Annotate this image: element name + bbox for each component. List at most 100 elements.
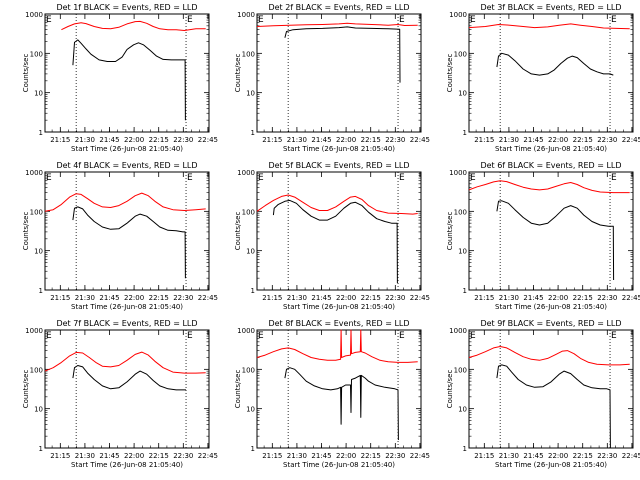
panel-6: Det 6f BLACK = Events, RED = LLD 1 10 100 10… — [446, 161, 640, 311]
e-marker-label: E — [611, 173, 617, 183]
e-marker-label: E — [258, 331, 264, 341]
x-tick-label: 21:45 — [311, 136, 331, 144]
x-tick-label: 22:45 — [410, 452, 430, 460]
e-marker-label: E — [258, 173, 264, 183]
y-tick-label: 100 — [30, 208, 43, 216]
y-tick-label: 10 — [458, 248, 467, 256]
y-tick-label: 100 — [454, 50, 467, 58]
y-tick-label: 1000 — [25, 11, 43, 19]
y-tick-label: 10 — [246, 90, 255, 98]
y-axis-label: Counts/sec — [446, 54, 454, 93]
series-line-events — [284, 367, 399, 441]
y-tick-label: 1 — [463, 129, 467, 137]
y-axis-label: Counts/sec — [234, 54, 242, 93]
x-tick-label: 22:15 — [573, 452, 593, 460]
x-tick-label: 21:45 — [523, 294, 543, 302]
y-tick-label: 10 — [34, 406, 43, 414]
x-tick-label: 21:15 — [50, 136, 70, 144]
y-tick-label: 1 — [251, 445, 255, 453]
x-tick-label: 21:45 — [99, 452, 119, 460]
x-tick-label: 22:15 — [361, 294, 381, 302]
e-marker-label: E — [187, 173, 193, 183]
panel-4: Det 4f BLACK = Events, RED = LLD 1 10 100 10… — [22, 161, 218, 311]
series-line-lld — [44, 351, 206, 374]
y-tick-label: 10 — [34, 248, 43, 256]
e-marker-label: E — [258, 15, 264, 25]
y-tick-label: 100 — [30, 366, 43, 374]
x-tick-label: 21:45 — [523, 136, 543, 144]
x-tick-label: 21:30 — [499, 452, 519, 460]
e-marker-label: E — [399, 331, 405, 341]
x-tick-label: 22:45 — [410, 136, 430, 144]
series-line-events — [284, 26, 401, 83]
e-marker-label: E — [399, 173, 405, 183]
panel-title: Det 8f BLACK = Events, RED = LLD — [268, 319, 409, 328]
y-tick-label: 100 — [454, 208, 467, 216]
y-tick-label: 1000 — [237, 327, 255, 335]
x-tick-label: 22:00 — [124, 136, 144, 144]
x-tick-label: 21:30 — [499, 294, 519, 302]
y-axis-label: Counts/sec — [234, 212, 242, 251]
panel-title: Det 5f BLACK = Events, RED = LLD — [268, 161, 409, 170]
y-tick-label: 100 — [242, 208, 255, 216]
panel-9: Det 9f BLACK = Events, RED = LLD 1 10 100 10… — [446, 319, 640, 469]
y-tick-label: 1000 — [25, 327, 43, 335]
series-line-events — [496, 364, 611, 449]
x-tick-label: 22:30 — [597, 294, 617, 302]
x-tick-label: 22:00 — [336, 294, 356, 302]
x-tick-label: 22:00 — [336, 136, 356, 144]
series-line-events — [72, 39, 186, 121]
e-marker-label: E — [46, 15, 52, 25]
panel-title: Det 9f BLACK = Events, RED = LLD — [480, 319, 621, 328]
plot-frame — [44, 13, 210, 133]
x-tick-label: 21:15 — [50, 452, 70, 460]
series-line-lld — [468, 180, 630, 194]
y-tick-label: 10 — [458, 406, 467, 414]
x-tick-label: 21:30 — [287, 294, 307, 302]
x-tick-label: 22:15 — [573, 294, 593, 302]
e-marker-label: E — [46, 173, 52, 183]
y-tick-label: 100 — [454, 366, 467, 374]
y-tick-label: 1000 — [237, 169, 255, 177]
y-axis-label: Counts/sec — [446, 370, 454, 409]
x-tick-label: 21:15 — [474, 136, 494, 144]
e-marker-label: E — [470, 173, 476, 183]
x-tick-label: 22:00 — [124, 452, 144, 460]
x-tick-label: 22:45 — [198, 452, 218, 460]
y-tick-label: 10 — [34, 90, 43, 98]
series-line-lld — [61, 20, 206, 31]
series-line-lld — [468, 346, 630, 366]
x-tick-label: 21:15 — [474, 452, 494, 460]
x-tick-label: 22:15 — [361, 452, 381, 460]
y-tick-label: 10 — [246, 406, 255, 414]
e-marker-label: E — [399, 15, 405, 25]
y-tick-label: 1000 — [25, 169, 43, 177]
x-axis-label: Start Time (26-Jun-08 21:05:40) — [495, 303, 607, 311]
y-tick-label: 10 — [246, 248, 255, 256]
x-tick-label: 22:30 — [385, 452, 405, 460]
x-axis-label: Start Time (26-Jun-08 21:05:40) — [495, 145, 607, 153]
y-axis-label: Counts/sec — [234, 370, 242, 409]
x-tick-label: 21:15 — [474, 294, 494, 302]
x-tick-label: 22:30 — [173, 452, 193, 460]
x-tick-label: 22:30 — [597, 136, 617, 144]
panel-7: Det 7f BLACK = Events, RED = LLD 1 10 100 10… — [22, 319, 218, 469]
x-tick-label: 21:15 — [262, 136, 282, 144]
x-tick-label: 22:00 — [548, 136, 568, 144]
x-tick-label: 22:15 — [573, 136, 593, 144]
x-axis-label: Start Time (26-Jun-08 21:05:40) — [71, 461, 183, 469]
y-tick-label: 1 — [463, 445, 467, 453]
series-line-lld — [468, 23, 630, 30]
x-tick-label: 22:00 — [124, 294, 144, 302]
plot-frame — [44, 171, 210, 291]
panel-title: Det 2f BLACK = Events, RED = LLD — [268, 3, 409, 12]
y-tick-label: 1000 — [237, 11, 255, 19]
y-tick-label: 1 — [39, 287, 43, 295]
x-tick-label: 21:45 — [523, 452, 543, 460]
y-tick-label: 100 — [242, 366, 255, 374]
x-tick-label: 22:15 — [149, 294, 169, 302]
x-axis-label: Start Time (26-Jun-08 21:05:40) — [495, 461, 607, 469]
panel-5: Det 5f BLACK = Events, RED = LLD 1 10 100 10… — [234, 161, 430, 311]
y-tick-label: 10 — [458, 90, 467, 98]
plot-frame — [468, 171, 634, 291]
